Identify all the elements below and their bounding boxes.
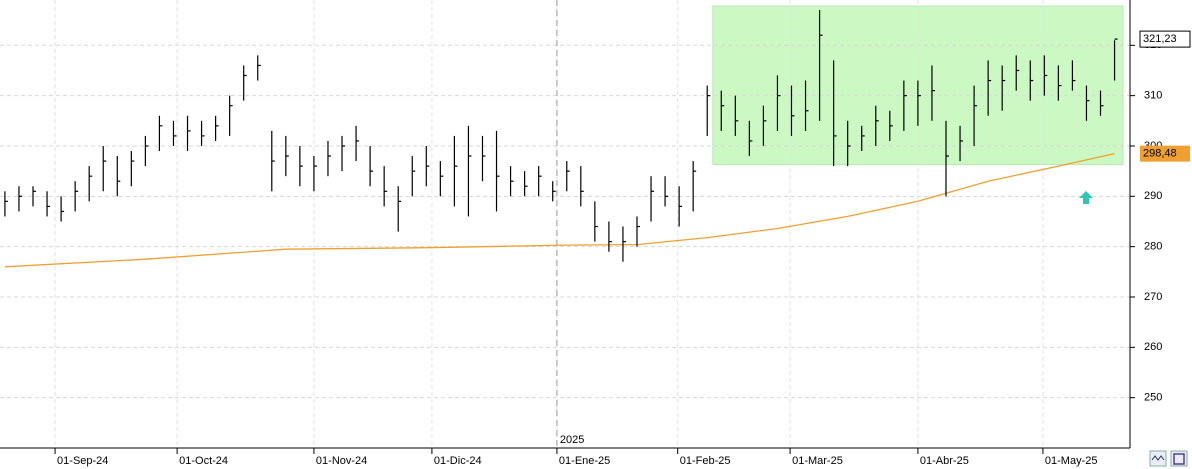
ma-price-label: 298,48: [1143, 148, 1177, 160]
y-tick-label: 250: [1144, 392, 1162, 404]
x-tick-label: 01-Ene-25: [559, 455, 610, 467]
last-price-label: 321,23: [1143, 33, 1177, 45]
up-arrow: [1079, 191, 1093, 204]
wave-icon: [1151, 455, 1165, 461]
x-tick-label: 01-Sep-24: [57, 455, 108, 467]
x-tick-label: 01-Oct-24: [179, 455, 228, 467]
y-tick-label: 280: [1144, 241, 1162, 253]
year-label: 2025: [560, 434, 584, 446]
x-tick-label: 01-Abr-25: [920, 455, 969, 467]
x-tick-label: 01-Mar-25: [792, 455, 843, 467]
x-tick-label: 01-Nov-24: [316, 455, 367, 467]
save-icon: [1173, 453, 1185, 465]
y-tick-label: 260: [1144, 341, 1162, 353]
x-tick-label: 01-Dic-24: [434, 455, 482, 467]
y-tick-label: 310: [1144, 90, 1162, 102]
y-tick-label: 290: [1144, 190, 1162, 202]
x-tick-label: 01-May-25: [1045, 455, 1098, 467]
ma-price-tag: [1140, 145, 1190, 162]
last-price-tag: [1139, 30, 1191, 48]
x-tick-label: 01-Feb-25: [680, 455, 731, 467]
moving-average-line: [4, 152, 1115, 268]
wave-button[interactable]: [1149, 450, 1167, 467]
y-tick-label: 270: [1144, 291, 1162, 303]
